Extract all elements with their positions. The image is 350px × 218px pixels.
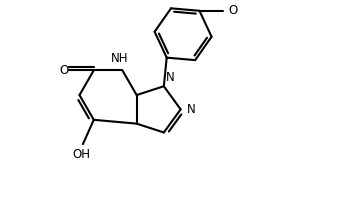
Text: O: O (229, 4, 238, 17)
Text: OH: OH (72, 148, 90, 161)
Text: N: N (166, 72, 174, 85)
Text: NH: NH (111, 52, 129, 65)
Text: O: O (59, 64, 68, 77)
Text: N: N (187, 103, 196, 116)
